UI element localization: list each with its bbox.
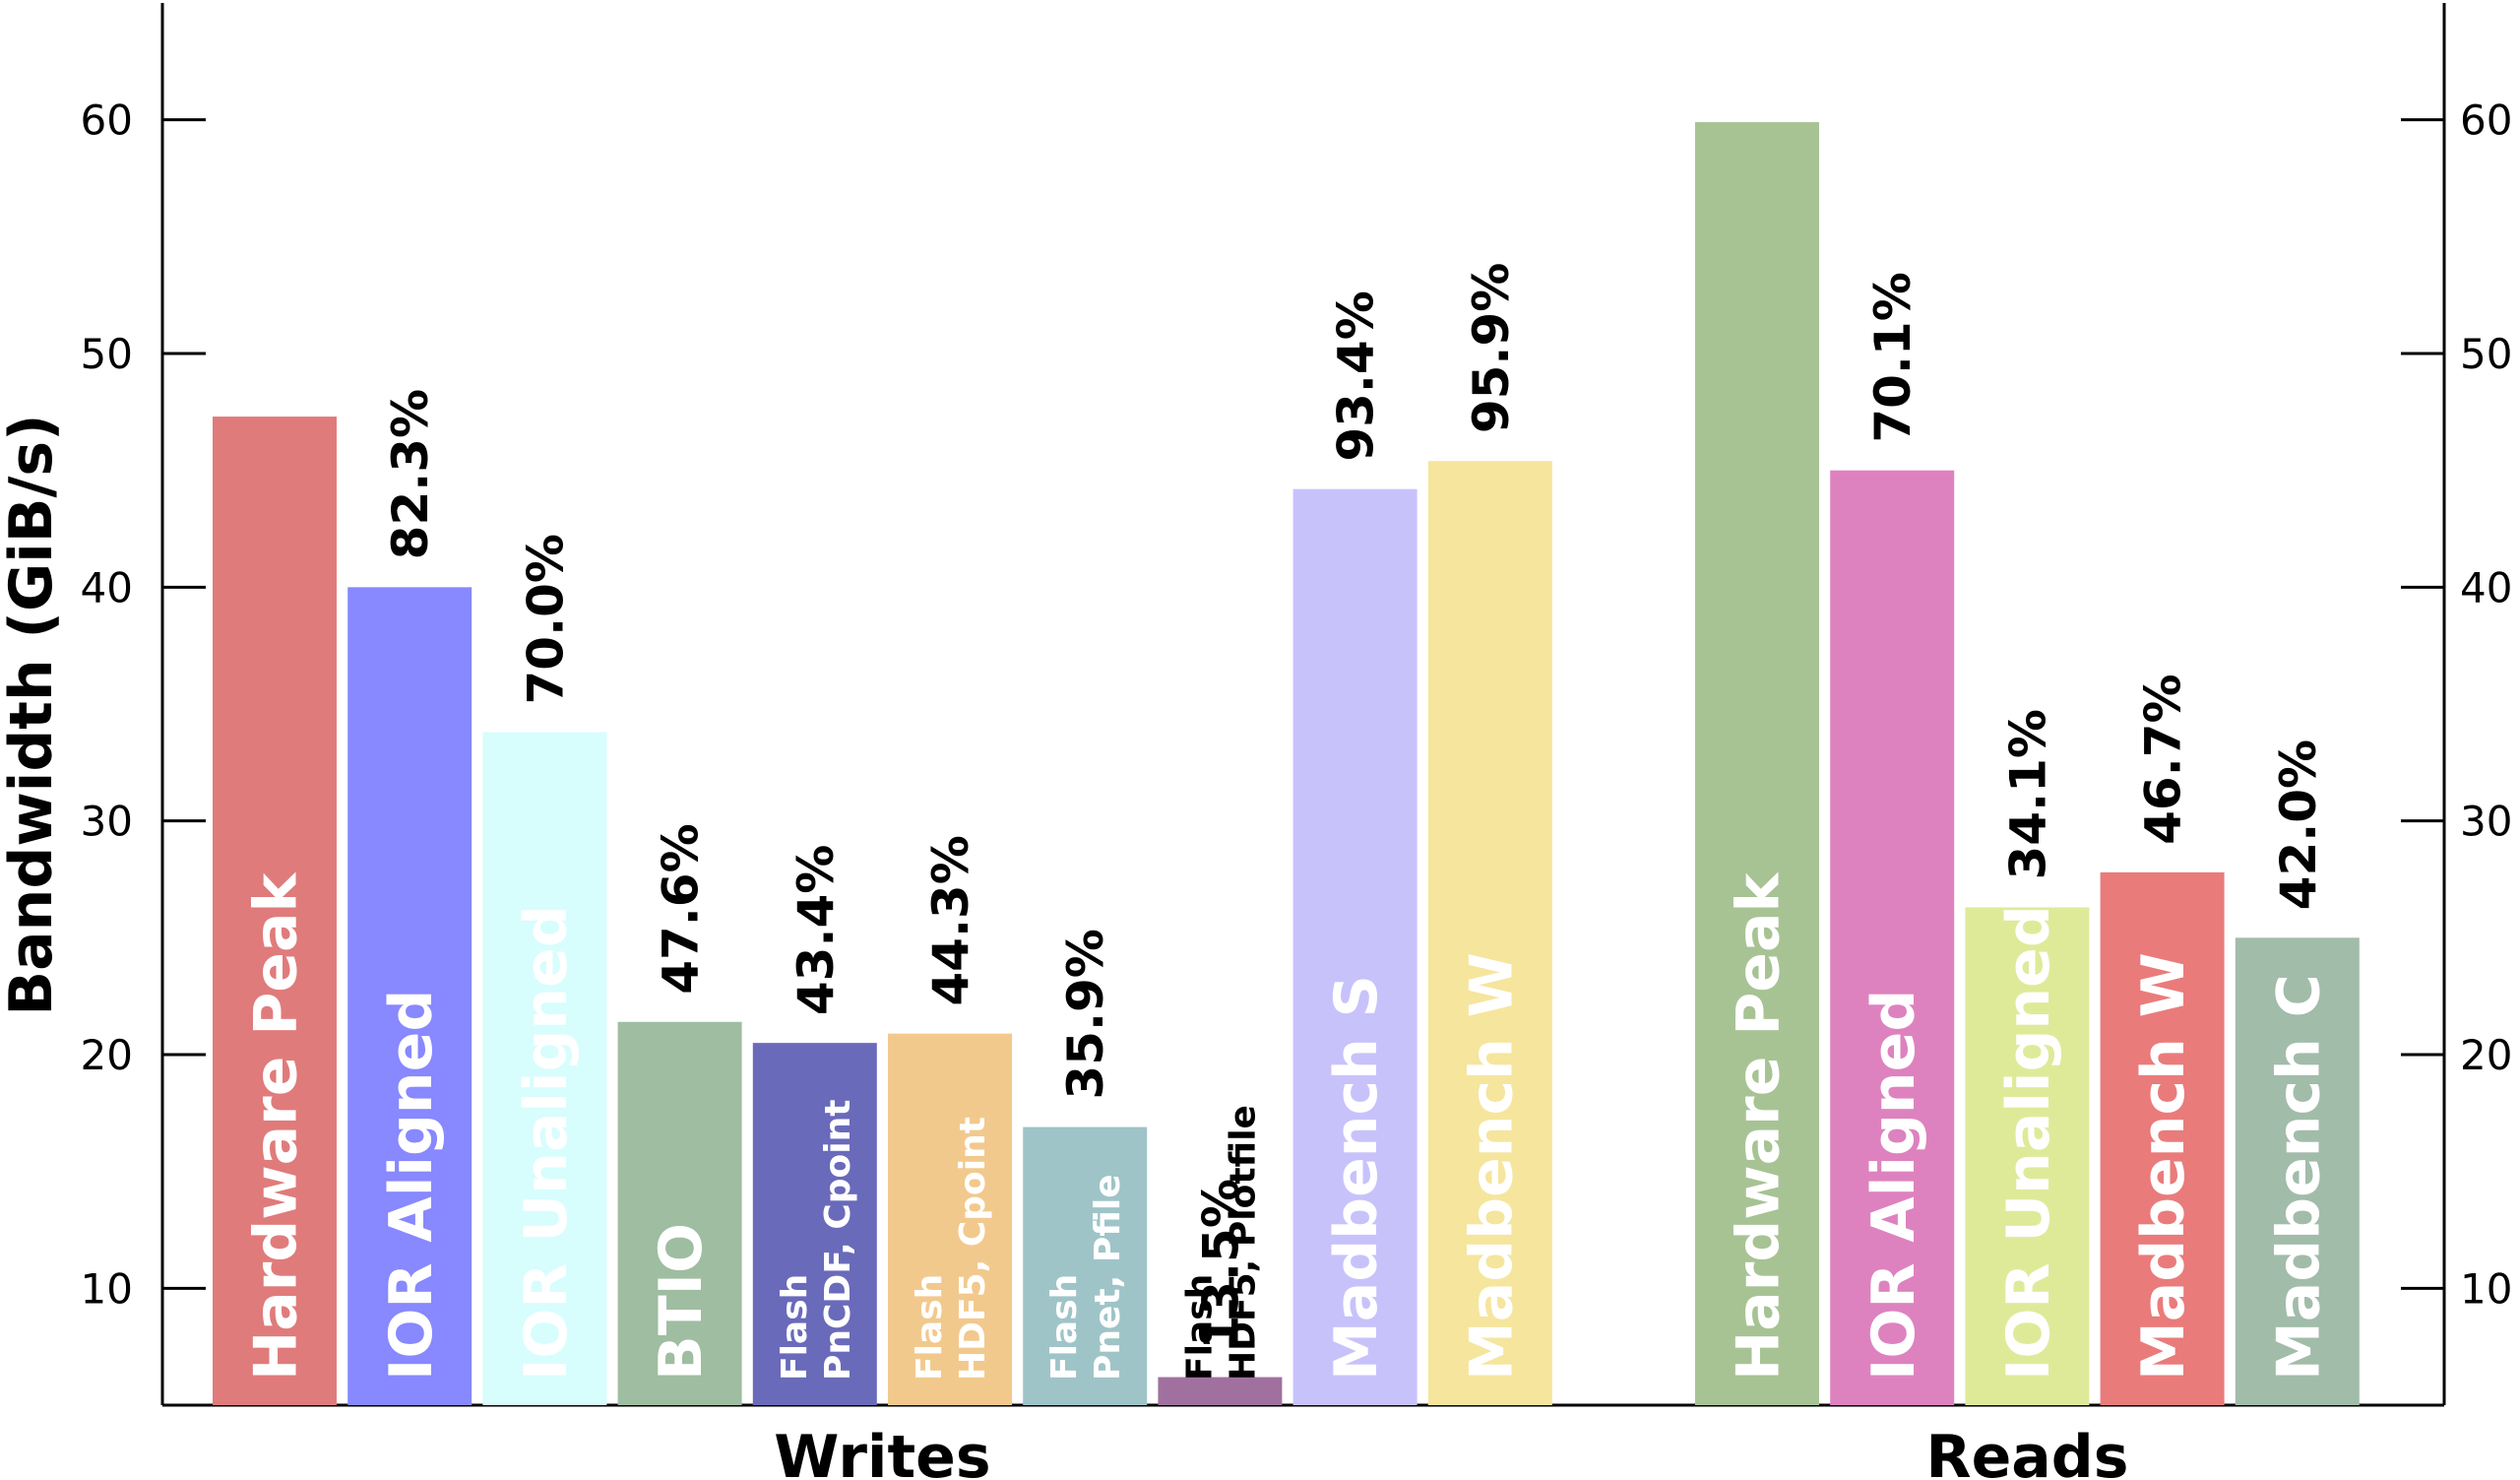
bar-reads-4: [2235, 937, 2360, 1405]
y-tick-label-left: 30: [81, 798, 133, 846]
bar-label: Madbench W: [2129, 952, 2198, 1381]
data-label-pct: 13.5%: [1192, 1179, 1249, 1349]
bar-writes-1: [347, 587, 472, 1405]
bar-label: Flash: [775, 1274, 815, 1381]
y-tick-label-left: 10: [81, 1264, 133, 1313]
bar-label: Hardware Peak: [1725, 871, 1794, 1381]
y-tick-label-right: 60: [2460, 97, 2512, 145]
y-tick-label-left: 20: [81, 1031, 133, 1079]
data-label-pct: 42.0%: [2270, 740, 2327, 910]
bar-writes-2: [482, 732, 607, 1405]
bar-label: Hardware Peak: [242, 871, 311, 1381]
bar-label: IOR Aligned: [377, 990, 446, 1381]
y-axis-label: Bandwidth (GiB/s): [0, 414, 66, 1015]
bar-reads-2: [1965, 907, 2090, 1405]
bar-label: IOR Unaligned: [1994, 905, 2063, 1381]
bar-label: HDF5, Cpoint: [953, 1117, 993, 1381]
data-label-pct: 95.9%: [1463, 263, 1520, 433]
data-label-pct: 35.9%: [1057, 929, 1114, 1099]
bar-label: BTIO: [647, 1223, 716, 1381]
bar-label: IOR Unaligned: [512, 905, 581, 1381]
data-label-pct: 70.0%: [517, 534, 574, 704]
data-label-pct: 70.1%: [1864, 272, 1922, 442]
bar-label: Flash: [1044, 1274, 1085, 1381]
bar-label: PnCDF, Cpoint: [818, 1100, 858, 1381]
bar-label: HDF5, Plotfile: [1223, 1105, 1263, 1381]
bar-label: Flash: [910, 1274, 950, 1381]
bar-label: Madbench S: [1322, 975, 1391, 1381]
group-label-writes: Writes: [774, 1423, 990, 1480]
group-label-reads: Reads: [1925, 1423, 2128, 1480]
data-label-pct: 34.1%: [1999, 709, 2056, 879]
y-tick-label-right: 30: [2460, 798, 2512, 846]
data-label-pct: 44.3%: [922, 835, 979, 1005]
bar-label: Pnet, Pfile: [1088, 1174, 1128, 1381]
bar-label: Madbench C: [2264, 974, 2333, 1381]
bar-writes-4: [752, 1043, 877, 1405]
bar-writes-3: [617, 1021, 742, 1405]
data-label-pct: 46.7%: [2135, 674, 2192, 844]
bar-reads-3: [2100, 871, 2225, 1405]
y-tick-label-left: 60: [81, 97, 133, 145]
y-tick-label-right: 40: [2460, 563, 2512, 611]
labels: Hardware Peak IOR Aligned 82.3% IOR Unalign…: [242, 263, 2334, 1480]
y-tick-label-left: 40: [81, 563, 133, 611]
bar-writes-6: [1023, 1126, 1148, 1405]
y-tick-label-right: 50: [2460, 330, 2512, 378]
bar-label: IOR Aligned: [1859, 990, 1928, 1381]
data-label-pct: 47.6%: [653, 823, 710, 994]
y-tick-label-left: 50: [81, 330, 133, 378]
data-label-pct: 93.4%: [1328, 290, 1385, 461]
bar-writes-5: [888, 1033, 1012, 1405]
bar-writes-9: [1427, 461, 1552, 1405]
bar-writes-0: [213, 417, 337, 1406]
bar-writes-8: [1292, 488, 1418, 1405]
bar-label: Flash: [1179, 1274, 1220, 1381]
bar-reads-1: [1830, 470, 1955, 1406]
y-tick-label-right: 10: [2460, 1264, 2512, 1313]
bar-writes-7: [1158, 1377, 1283, 1405]
y-tick-label-right: 20: [2460, 1031, 2512, 1079]
bars: [213, 122, 2360, 1406]
bar-reads-0: [1695, 122, 1819, 1405]
bar-label: Madbench W: [1457, 952, 1526, 1381]
data-label-pct: 43.4%: [788, 845, 845, 1015]
data-label-pct: 82.3%: [382, 389, 439, 559]
